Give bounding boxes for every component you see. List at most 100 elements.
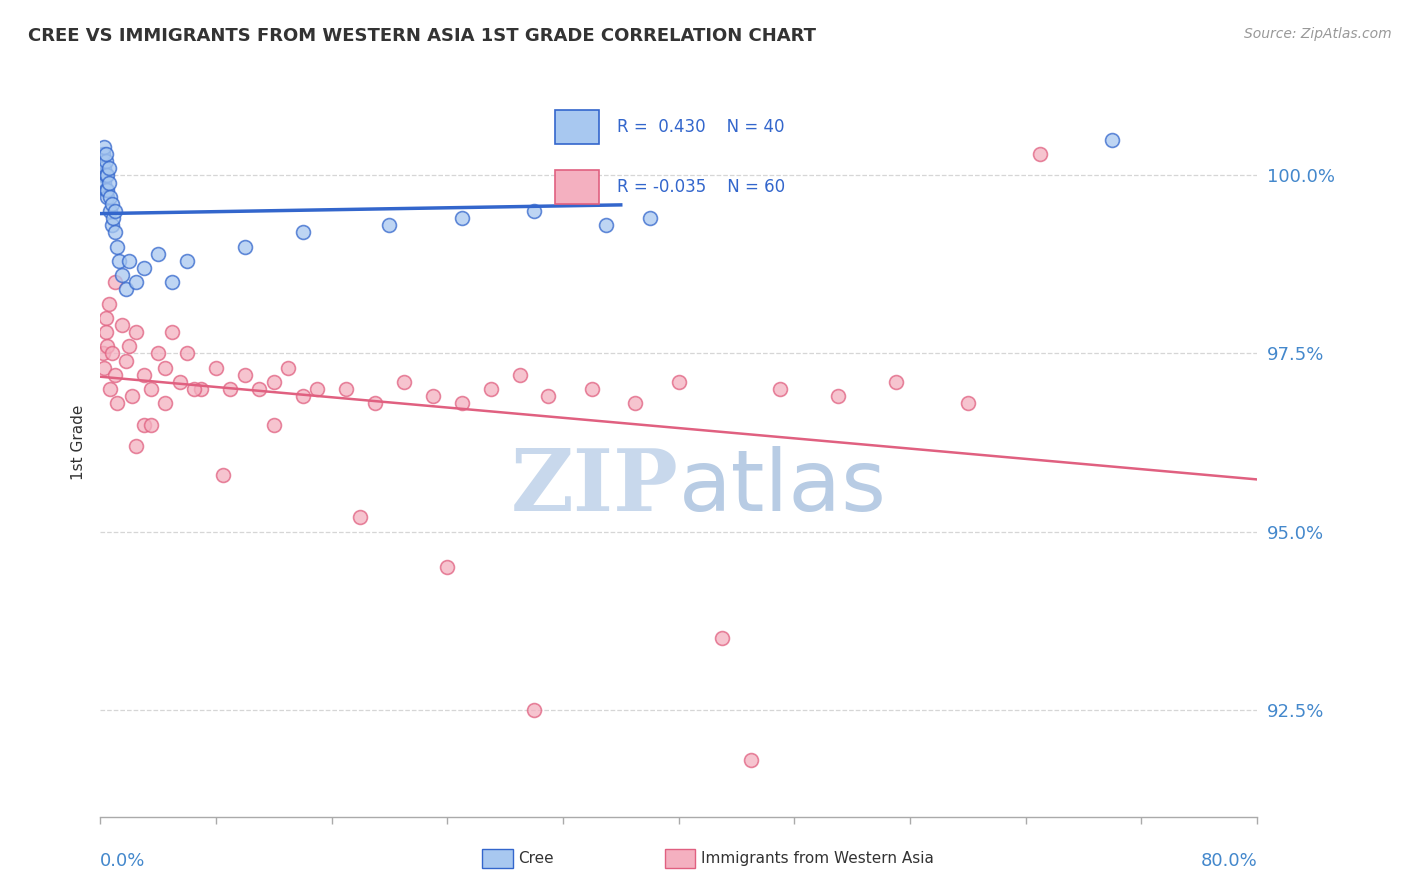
Point <box>94 147 117 161</box>
Point <box>884 375 907 389</box>
Point <box>1029 147 1052 161</box>
Point <box>96 169 118 183</box>
Point <box>104 368 127 382</box>
Point <box>125 439 148 453</box>
Text: ZIP: ZIP <box>510 445 679 530</box>
Text: Source: ZipAtlas.com: Source: ZipAtlas.com <box>1244 27 1392 41</box>
Text: 80.0%: 80.0% <box>1201 852 1257 871</box>
Point <box>91 346 114 360</box>
Point <box>162 275 184 289</box>
Point <box>176 346 198 360</box>
Text: 0.0%: 0.0% <box>100 852 145 871</box>
Point <box>212 467 235 482</box>
Point <box>132 417 155 432</box>
Point <box>98 190 121 204</box>
Point <box>97 161 120 176</box>
Point <box>100 346 122 360</box>
Text: Cree: Cree <box>519 851 554 866</box>
Point <box>97 176 120 190</box>
Point <box>111 318 134 332</box>
Point <box>392 375 415 389</box>
Point <box>479 382 502 396</box>
Point <box>93 360 115 375</box>
Point <box>94 310 117 325</box>
Point <box>91 147 114 161</box>
Point <box>107 239 129 253</box>
Point <box>139 382 162 396</box>
Point <box>263 417 285 432</box>
Point <box>132 368 155 382</box>
Point <box>108 253 131 268</box>
Point <box>710 632 733 646</box>
Text: Immigrants from Western Asia: Immigrants from Western Asia <box>702 851 934 866</box>
Point <box>98 204 121 219</box>
Point <box>335 382 357 396</box>
Point <box>94 325 117 339</box>
Point <box>90 154 112 169</box>
Point <box>233 368 256 382</box>
Point <box>94 183 117 197</box>
Point <box>219 382 242 396</box>
Point <box>233 239 256 253</box>
Point <box>93 161 115 176</box>
Point <box>624 396 647 410</box>
Point <box>94 169 117 183</box>
Y-axis label: 1st Grade: 1st Grade <box>72 405 86 480</box>
Point <box>125 325 148 339</box>
Point <box>827 389 849 403</box>
Point <box>121 389 143 403</box>
Point <box>97 296 120 310</box>
Text: atlas: atlas <box>679 446 887 529</box>
Point <box>169 375 191 389</box>
Point <box>107 396 129 410</box>
Point <box>450 211 472 226</box>
Point <box>155 396 177 410</box>
Point <box>96 339 118 353</box>
Point <box>668 375 690 389</box>
Point <box>162 325 184 339</box>
Point <box>769 382 792 396</box>
Point <box>263 375 285 389</box>
Point <box>93 140 115 154</box>
Point <box>595 219 617 233</box>
Point <box>94 154 117 169</box>
Point <box>291 226 314 240</box>
Point <box>98 382 121 396</box>
Point <box>638 211 661 226</box>
Point <box>277 360 299 375</box>
Point <box>450 396 472 410</box>
Point <box>132 260 155 275</box>
Point <box>104 226 127 240</box>
Point <box>101 211 124 226</box>
Point <box>91 169 114 183</box>
Point <box>104 275 127 289</box>
Point <box>104 204 127 219</box>
Point <box>115 282 138 296</box>
Point <box>956 396 979 410</box>
Point <box>146 246 169 260</box>
Point <box>364 396 387 410</box>
Point <box>305 382 328 396</box>
Point <box>581 382 603 396</box>
Point <box>100 219 122 233</box>
Point <box>96 183 118 197</box>
Point <box>100 197 122 211</box>
Point <box>508 368 530 382</box>
Point <box>1101 133 1123 147</box>
Point <box>422 389 444 403</box>
Point <box>118 339 141 353</box>
Point <box>247 382 270 396</box>
Point <box>155 360 177 375</box>
Point <box>291 389 314 403</box>
Point <box>139 417 162 432</box>
Point <box>118 253 141 268</box>
Point <box>176 253 198 268</box>
Point <box>436 560 458 574</box>
Point <box>183 382 205 396</box>
Point <box>378 219 401 233</box>
Point <box>740 753 762 767</box>
Point <box>349 510 371 524</box>
Point <box>537 389 560 403</box>
Point <box>523 204 546 219</box>
Point <box>190 382 212 396</box>
